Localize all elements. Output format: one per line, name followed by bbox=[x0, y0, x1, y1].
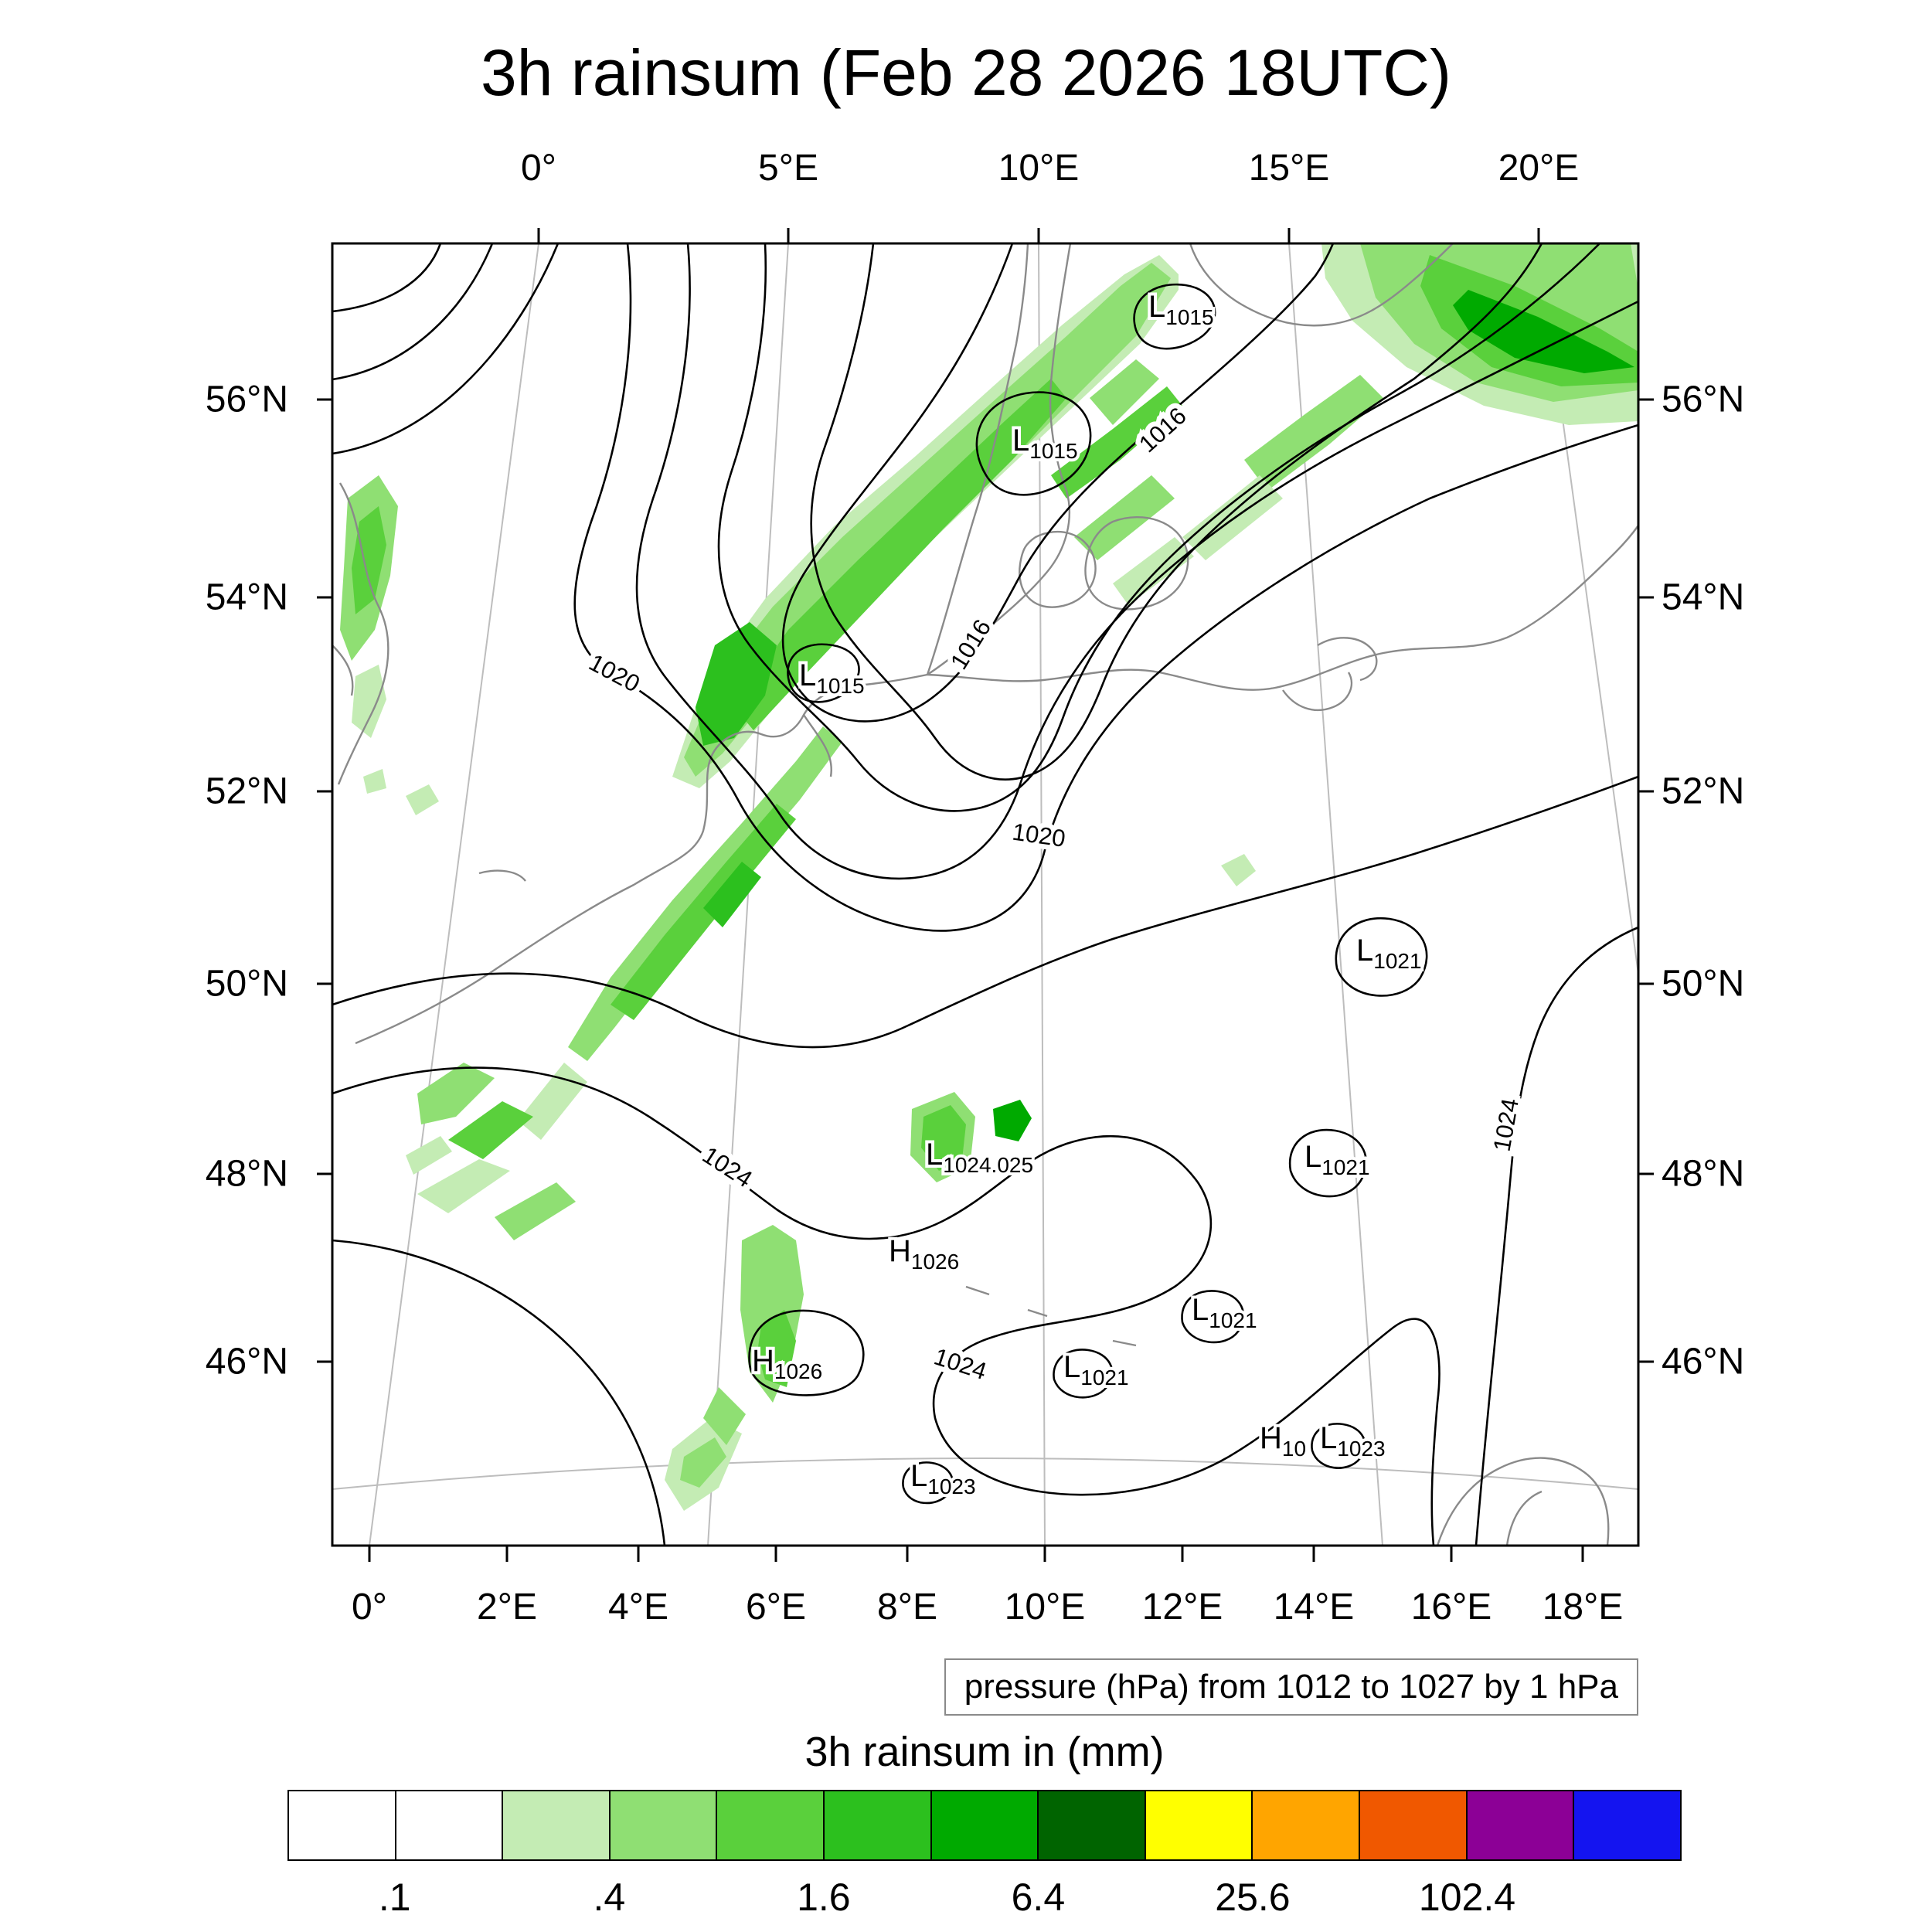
colorbar-tick-label: .1 bbox=[378, 1876, 411, 1919]
colorbar-tick-label: 102.4 bbox=[1418, 1876, 1516, 1919]
lon-tick-label: 10°E bbox=[998, 148, 1080, 189]
map-area: 1020 1016 1016 1020 1024 1024 1024 L1015 L1015 L… bbox=[317, 228, 1654, 1562]
lon-tick-label: 4°E bbox=[608, 1587, 668, 1628]
colorbar-cell bbox=[1467, 1791, 1575, 1859]
low-center-label: L1021 bbox=[1192, 1293, 1257, 1332]
isobar-contours bbox=[332, 243, 1639, 1546]
lat-tick-label: 54°N bbox=[1662, 577, 1745, 618]
axis-right: 56°N 54°N 52°N 50°N 48°N 46°N bbox=[1662, 243, 1930, 1546]
isobar-label: 1020 bbox=[584, 648, 644, 697]
lat-tick-label: 50°N bbox=[205, 963, 288, 1005]
low-center-label: L1023 bbox=[910, 1459, 976, 1498]
lon-tick-label: 20°E bbox=[1498, 148, 1580, 189]
colorbar-cell bbox=[1145, 1791, 1253, 1859]
colorbar-cell bbox=[396, 1791, 504, 1859]
isobar-label: 1024 bbox=[1488, 1097, 1524, 1154]
lat-tick-label: 48°N bbox=[1662, 1153, 1745, 1195]
lon-tick-label: 8°E bbox=[877, 1587, 937, 1628]
pressure-center-labels: L1015 L1015 L1015 L1021 L1021 L1024.025 H1026 L… bbox=[749, 287, 1425, 1502]
isobar-1024 bbox=[332, 1066, 1440, 1546]
colorbar-cell bbox=[1253, 1791, 1361, 1859]
lat-tick-label: 52°N bbox=[205, 770, 288, 812]
map-frame bbox=[317, 228, 1654, 1562]
page-title: 3h rainsum (Feb 28 2026 18UTC) bbox=[481, 36, 1451, 109]
lon-tick-label: 10°E bbox=[1004, 1587, 1086, 1628]
low-center-label: L1021 bbox=[1356, 934, 1422, 973]
pressure-caption: pressure (hPa) from 1012 to 1027 by 1 hP… bbox=[944, 1658, 1638, 1716]
colorbar-cell bbox=[289, 1791, 396, 1859]
low-center-label: L1015 bbox=[1012, 423, 1078, 463]
low-center-label: L1023 bbox=[1320, 1421, 1386, 1461]
low-center-label: L1021 bbox=[1063, 1350, 1129, 1389]
high-center-label: H1026 bbox=[889, 1234, 959, 1274]
colorbar-cell bbox=[931, 1791, 1039, 1859]
lat-tick-label: 54°N bbox=[205, 577, 288, 618]
axis-bottom: 0° 2°E 4°E 6°E 8°E 10°E 12°E 14°E 16°E 18°E bbox=[332, 1586, 1638, 1634]
isobar-1016 bbox=[781, 243, 1335, 723]
low-center-label: L1015 bbox=[1148, 290, 1214, 329]
lat-tick-label: 46°N bbox=[205, 1341, 288, 1383]
lat-tick-label: 56°N bbox=[205, 379, 288, 420]
colorbar-title: 3h rainsum in (mm) bbox=[804, 1729, 1165, 1775]
coastlines bbox=[332, 243, 1639, 1546]
colorbar-labels: .1 .4 1.6 6.4 25.6 102.4 bbox=[287, 1875, 1682, 1923]
isobar-label: 1024 bbox=[698, 1141, 757, 1193]
lat-tick-label: 56°N bbox=[1662, 379, 1745, 420]
lon-tick-label: 16°E bbox=[1410, 1587, 1492, 1628]
colorbar-cell bbox=[1360, 1791, 1468, 1859]
lon-tick-label: 18°E bbox=[1542, 1587, 1624, 1628]
lon-tick-label: 0° bbox=[521, 148, 556, 189]
lat-tick-label: 50°N bbox=[1662, 963, 1745, 1005]
colorbar-cell bbox=[1574, 1791, 1680, 1859]
colorbar-cell bbox=[610, 1791, 718, 1859]
lon-tick-label: 6°E bbox=[746, 1587, 806, 1628]
lat-tick-label: 48°N bbox=[205, 1153, 288, 1195]
high-center-label: H1026 bbox=[752, 1344, 822, 1383]
low-center-label: L1015 bbox=[799, 658, 865, 698]
low-center-label: L1024.025 bbox=[926, 1138, 1033, 1177]
isobar-label: 1020 bbox=[1011, 818, 1067, 852]
axis-top: 0° 5°E 10°E 15°E 20°E bbox=[332, 147, 1638, 195]
colorbar bbox=[287, 1790, 1682, 1861]
colorbar-tick-label: .4 bbox=[593, 1876, 626, 1919]
lat-tick-label: 46°N bbox=[1662, 1341, 1745, 1383]
lon-tick-label: 2°E bbox=[477, 1587, 537, 1628]
colorbar-cell bbox=[825, 1791, 932, 1859]
high-center-label: H10 bbox=[1260, 1421, 1306, 1461]
low-center-label: L1021 bbox=[1304, 1140, 1370, 1179]
axis-left: 56°N 54°N 52°N 50°N 48°N 46°N bbox=[0, 243, 305, 1546]
rain-shading bbox=[340, 243, 1638, 1511]
isobar-1020 bbox=[573, 243, 1639, 932]
isobar-label: 1016 bbox=[945, 614, 996, 674]
colorbar-tick-label: 25.6 bbox=[1215, 1876, 1291, 1919]
colorbar-tick-label: 6.4 bbox=[1011, 1876, 1066, 1919]
lon-tick-label: 15°E bbox=[1248, 148, 1330, 189]
lon-tick-label: 12°E bbox=[1141, 1587, 1223, 1628]
colorbar-cell bbox=[503, 1791, 611, 1859]
colorbar-tick-label: 1.6 bbox=[797, 1876, 851, 1919]
lon-tick-label: 5°E bbox=[758, 148, 818, 189]
colorbar-cell bbox=[717, 1791, 825, 1859]
lon-tick-label: 0° bbox=[352, 1587, 387, 1628]
lat-tick-label: 52°N bbox=[1662, 770, 1745, 812]
colorbar-cell bbox=[1039, 1791, 1146, 1859]
lon-tick-label: 14°E bbox=[1273, 1587, 1355, 1628]
